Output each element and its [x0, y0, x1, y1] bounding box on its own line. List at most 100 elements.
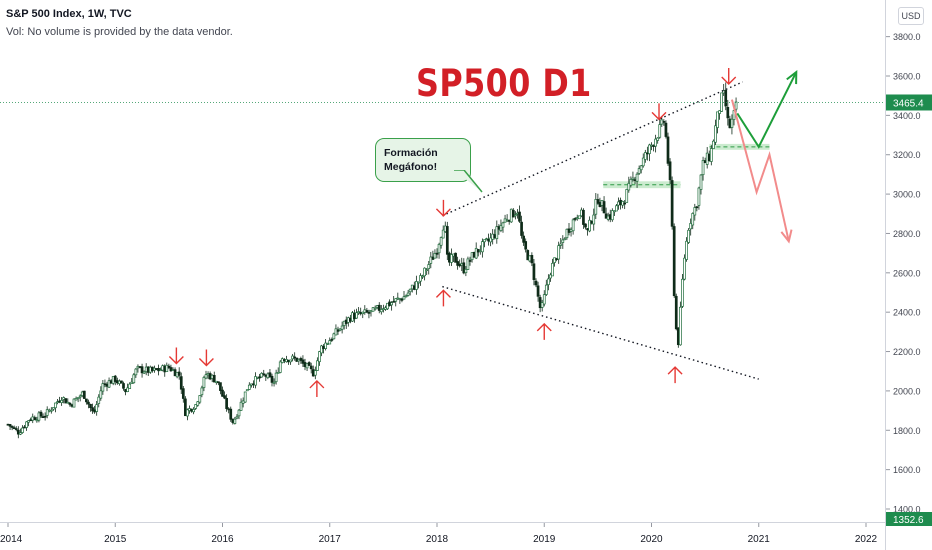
candle: [173, 369, 177, 377]
candle: [171, 369, 175, 371]
candle: [538, 297, 542, 309]
candle: [161, 365, 165, 371]
callout-text: Formación Megáfono!: [384, 146, 464, 174]
candle: [495, 226, 499, 240]
candle: [540, 302, 544, 308]
candle: [225, 397, 228, 409]
price-tick-label: 2800.0: [893, 229, 921, 239]
candle: [243, 391, 247, 403]
candle: [683, 257, 686, 280]
candle: [549, 274, 552, 279]
upper-trendline: [442, 81, 743, 217]
candle: [452, 253, 455, 257]
candle: [582, 209, 585, 225]
candle: [47, 409, 51, 412]
candle: [487, 239, 490, 242]
candle: [177, 371, 181, 376]
candle: [299, 358, 303, 361]
candle: [691, 213, 695, 226]
candle: [392, 300, 396, 303]
turning-point-markers: [168, 68, 737, 397]
candle: [456, 261, 459, 266]
candle: [344, 319, 348, 324]
candle: [303, 362, 307, 367]
candle: [483, 239, 486, 243]
candle: [689, 223, 693, 230]
candle: [629, 179, 633, 186]
candle: [194, 404, 198, 409]
candle: [33, 417, 37, 421]
symbol-title: S&P 500 Index, 1W, TVC: [6, 8, 132, 20]
candle: [468, 260, 472, 262]
candle: [398, 298, 402, 300]
candle: [223, 395, 226, 399]
candle: [359, 312, 363, 315]
candle: [23, 426, 26, 429]
candle: [373, 307, 377, 310]
candle: [648, 144, 651, 154]
candle: [16, 429, 20, 435]
candle: [497, 226, 501, 230]
up-arrow-icon: [536, 322, 552, 340]
candle: [553, 257, 556, 263]
price-tick-label: 3200.0: [893, 150, 921, 160]
candle: [718, 110, 721, 114]
candle: [643, 152, 647, 160]
candle: [726, 107, 730, 119]
candle: [140, 366, 144, 374]
candle: [58, 400, 61, 403]
candle: [49, 409, 53, 412]
candle: [272, 381, 276, 384]
candle: [408, 288, 412, 293]
candle: [394, 298, 398, 302]
candle: [357, 311, 360, 314]
candle: [217, 381, 220, 384]
candle: [460, 263, 464, 266]
candle: [481, 241, 484, 253]
bullish-projection-arrow: [736, 71, 798, 149]
candle: [571, 219, 575, 232]
currency-button[interactable]: USD: [898, 7, 924, 25]
price-tick-label: 1600.0: [893, 465, 921, 475]
candle: [586, 228, 589, 231]
candle: [621, 201, 624, 206]
candle: [165, 364, 169, 372]
candle: [21, 427, 24, 433]
candle: [6, 423, 10, 426]
candle: [423, 267, 426, 277]
candle: [192, 409, 195, 413]
candle: [39, 411, 43, 417]
candle: [105, 383, 109, 387]
time-tick-label: 2022: [855, 534, 878, 545]
candle: [443, 225, 447, 232]
candle: [658, 124, 662, 138]
candle: [239, 401, 243, 411]
candle: [679, 306, 682, 346]
candle: [268, 372, 272, 378]
candle: [437, 243, 441, 254]
candle: [724, 89, 728, 107]
candle: [361, 311, 365, 315]
candle: [557, 245, 561, 260]
candle: [559, 243, 563, 246]
bearish-projection-arrow-head: [780, 229, 793, 244]
candle: [377, 304, 381, 311]
candle: [524, 241, 528, 250]
candle: [687, 229, 690, 243]
candle: [10, 426, 14, 428]
candle: [313, 370, 317, 376]
candle: [412, 285, 416, 290]
candle: [610, 210, 614, 221]
candle: [324, 342, 327, 349]
candle: [200, 387, 204, 396]
candle: [72, 398, 76, 408]
candle: [406, 292, 410, 296]
price-tick-label: 3800.0: [893, 32, 921, 42]
price-tick-label: 3600.0: [893, 72, 921, 82]
candle: [25, 421, 28, 428]
candle: [190, 408, 193, 412]
candle: [501, 222, 505, 228]
candle: [289, 359, 292, 363]
candle: [489, 237, 492, 243]
